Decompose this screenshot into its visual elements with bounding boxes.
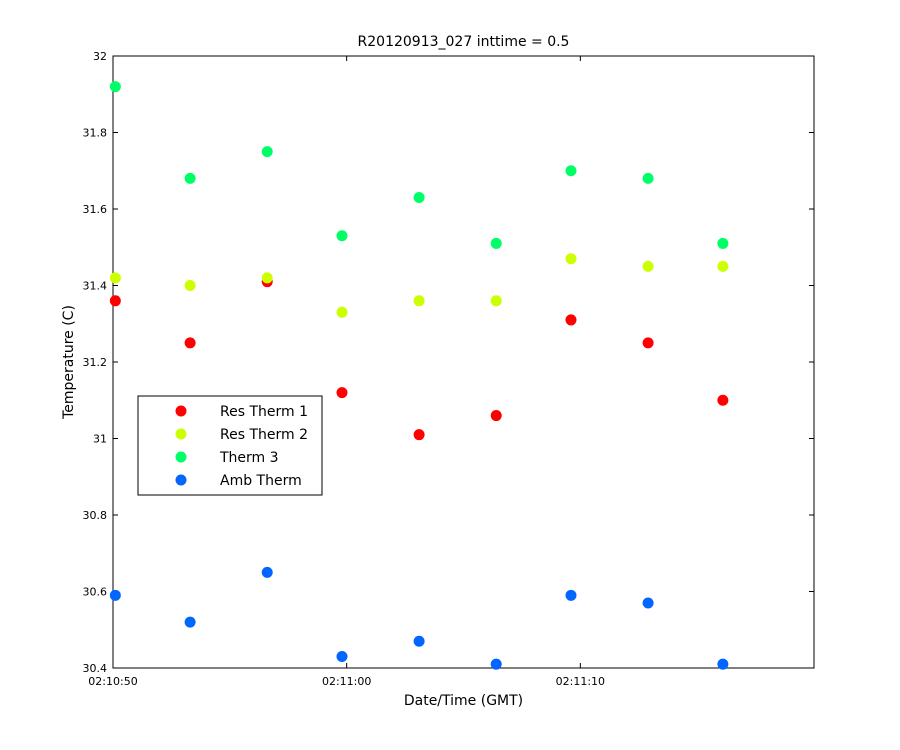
- point-amb-therm: [184, 616, 196, 628]
- point-amb-therm: [261, 566, 273, 578]
- legend: Res Therm 1 Res Therm 2 Therm 3 Amb Ther…: [137, 395, 323, 496]
- y-tick-label: 31.6: [83, 203, 108, 216]
- point-res-therm-1: [490, 410, 502, 422]
- point-res-therm-2: [109, 272, 121, 284]
- point-res-therm-1: [565, 314, 577, 326]
- point-therm-3: [565, 165, 577, 177]
- point-therm-3: [109, 81, 121, 93]
- y-tick-label: 31.4: [83, 280, 108, 293]
- point-res-therm-2: [717, 260, 729, 272]
- legend-label-amb-therm: Amb Therm: [220, 473, 302, 489]
- y-tick-label: 31.2: [83, 356, 108, 369]
- x-axis-title: Date/Time (GMT): [404, 693, 523, 709]
- chart-title: R20120913_027 inttime = 0.5: [358, 34, 570, 50]
- point-amb-therm: [565, 589, 577, 601]
- point-therm-3: [413, 192, 425, 204]
- point-res-therm-1: [109, 295, 121, 307]
- point-therm-3: [642, 172, 654, 184]
- point-res-therm-2: [565, 253, 577, 265]
- point-res-therm-1: [642, 337, 654, 349]
- point-res-therm-1: [336, 387, 348, 399]
- legend-marker-res-therm-1: [175, 405, 187, 417]
- legend-box: [137, 395, 323, 496]
- x-tick-label: 02:10:50: [88, 675, 137, 688]
- point-therm-3: [261, 146, 273, 158]
- point-res-therm-2: [336, 306, 348, 318]
- legend-label-res-therm-2: Res Therm 2: [220, 427, 308, 443]
- y-tick-label: 31.8: [83, 127, 108, 140]
- point-res-therm-1: [184, 337, 196, 349]
- x-tick-label: 02:11:00: [322, 675, 371, 688]
- legend-marker-amb-therm: [175, 474, 187, 486]
- plot-area: [112, 55, 815, 669]
- point-res-therm-2: [413, 295, 425, 307]
- point-res-therm-1: [413, 429, 425, 441]
- y-tick-label: 30.6: [83, 586, 108, 599]
- point-res-therm-2: [490, 295, 502, 307]
- legend-marker-therm-3: [175, 451, 187, 463]
- point-amb-therm: [109, 589, 121, 601]
- point-res-therm-1: [717, 394, 729, 406]
- y-axis: 30.4 30.6 30.8 31 31.2 31.4 31.6 31.8 32: [83, 50, 814, 675]
- y-tick-label: 30.8: [83, 509, 108, 522]
- point-therm-3: [336, 230, 348, 242]
- y-axis-title: Temperature (C): [61, 305, 77, 420]
- point-amb-therm: [490, 658, 502, 670]
- y-tick-label: 30.4: [83, 662, 108, 675]
- x-tick-label: 02:11:10: [556, 675, 605, 688]
- x-axis: 02:10:50 02:11:00 02:11:10: [88, 56, 605, 688]
- point-therm-3: [717, 237, 729, 249]
- legend-label-res-therm-1: Res Therm 1: [220, 404, 308, 420]
- point-therm-3: [184, 172, 196, 184]
- point-amb-therm: [642, 597, 654, 609]
- point-res-therm-2: [261, 272, 273, 284]
- point-amb-therm: [413, 635, 425, 647]
- point-therm-3: [490, 237, 502, 249]
- data-points: [109, 81, 729, 670]
- y-tick-label: 31: [93, 433, 107, 446]
- point-amb-therm: [336, 651, 348, 663]
- legend-marker-res-therm-2: [175, 428, 187, 440]
- y-tick-label: 32: [93, 50, 107, 63]
- point-amb-therm: [717, 658, 729, 670]
- point-res-therm-2: [184, 280, 196, 291]
- point-res-therm-2: [642, 260, 654, 272]
- legend-label-therm-3: Therm 3: [219, 450, 279, 466]
